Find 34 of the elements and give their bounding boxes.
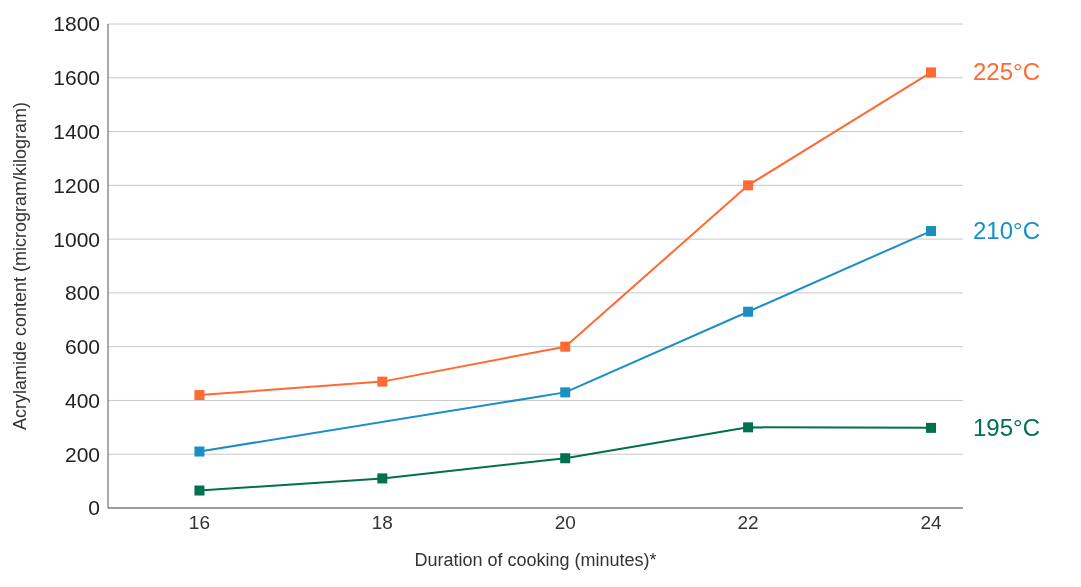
y-tick-label: 1400 [53, 120, 100, 144]
x-tick-label: 24 [920, 512, 942, 534]
y-tick-label: 1800 [53, 12, 100, 36]
y-tick-label: 1000 [53, 227, 100, 251]
y-tick-label: 600 [64, 335, 100, 359]
point [926, 226, 936, 237]
x-tick-label: 22 [737, 512, 759, 534]
point [743, 422, 754, 433]
y-tick-label: 200 [64, 442, 100, 466]
point [194, 390, 205, 401]
point [194, 485, 205, 496]
y-tick-label: 800 [64, 281, 100, 305]
point [560, 341, 571, 352]
y-tick-label: 400 [64, 388, 100, 412]
point [926, 67, 936, 78]
y-axis-title: Acrylamide content (microgram/kilogram) [10, 101, 31, 431]
y-tick-label: 1600 [53, 66, 100, 90]
point [743, 306, 754, 317]
series-label: 225°C [972, 58, 1040, 86]
point [560, 453, 571, 464]
x-tick-label: 18 [371, 512, 393, 534]
x-axis-title: Duration of cooking (minutes)* [414, 550, 657, 570]
point [194, 446, 205, 457]
x-tick-label: 16 [188, 512, 211, 534]
point [377, 376, 388, 387]
series-label: 195°C [972, 413, 1040, 441]
point [560, 387, 571, 398]
series-label: 210°C [972, 217, 1040, 245]
point [743, 180, 754, 191]
point [926, 422, 936, 433]
x-tick-label: 20 [554, 512, 576, 534]
y-tick-label: 0 [88, 496, 100, 520]
y-tick-label: 1200 [53, 173, 100, 197]
point [377, 473, 388, 484]
